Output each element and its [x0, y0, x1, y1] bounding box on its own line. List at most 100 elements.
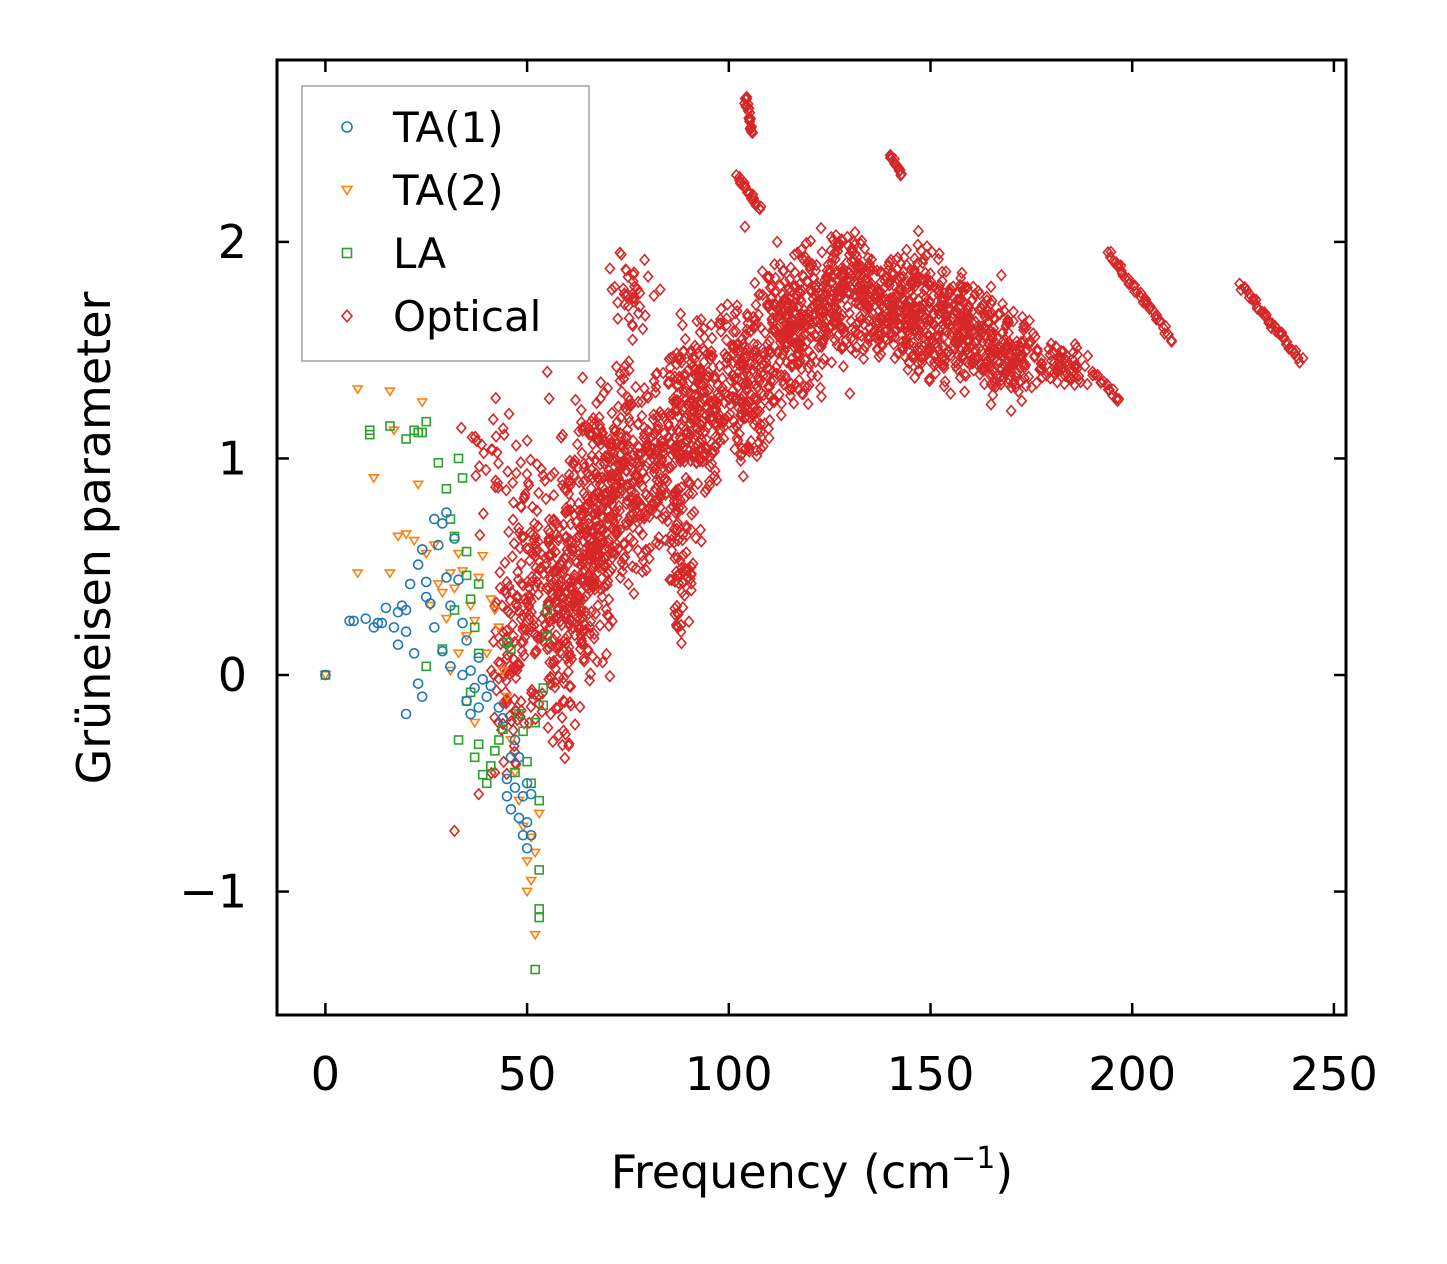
data-point: [649, 385, 662, 399]
data-point: [622, 443, 634, 457]
data-point: [585, 415, 597, 428]
data-point: [501, 773, 513, 785]
data-point: [915, 273, 927, 287]
data-point: [933, 247, 945, 260]
data-point: [923, 300, 935, 314]
data-point: [944, 282, 956, 296]
data-point: [584, 540, 596, 554]
data-point: [507, 513, 519, 527]
data-point: [548, 654, 560, 668]
data-point: [501, 767, 513, 781]
data-point: [680, 546, 692, 559]
data-point: [445, 661, 456, 672]
data-point: [909, 300, 921, 314]
data-point: [606, 406, 618, 420]
data-point: [906, 311, 918, 325]
data-point: [576, 634, 588, 648]
data-point: [1010, 371, 1022, 385]
data-point: [739, 377, 751, 391]
data-point: [738, 404, 750, 418]
data-point: [1004, 338, 1016, 351]
data-point: [849, 247, 861, 261]
data-point: [503, 580, 515, 593]
data-point: [545, 469, 557, 483]
data-point: [574, 700, 586, 714]
data-point: [636, 528, 648, 541]
data-point: [588, 559, 600, 573]
data-point: [588, 576, 600, 590]
data-point: [634, 300, 646, 314]
data-point: [529, 687, 541, 701]
data-point: [679, 332, 691, 346]
data-point: [878, 316, 890, 330]
data-point: [833, 311, 846, 325]
data-point: [562, 649, 574, 663]
data-point: [800, 318, 812, 332]
data-point: [700, 409, 712, 423]
data-point: [954, 371, 966, 385]
data-point: [839, 282, 851, 296]
data-point: [469, 622, 480, 633]
data-point: [719, 396, 731, 410]
data-point: [858, 317, 870, 331]
data-point: [805, 301, 818, 315]
data-point: [841, 230, 853, 244]
x-axis-label-tail: ): [995, 1145, 1013, 1199]
data-point: [670, 618, 682, 632]
data-point: [995, 370, 1007, 383]
data-point: [469, 682, 480, 694]
data-point: [849, 287, 861, 301]
data-point: [736, 332, 749, 346]
data-point: [631, 457, 643, 471]
data-point: [830, 228, 842, 242]
data-point: [453, 735, 464, 745]
data-point: [519, 592, 531, 605]
data-point: [762, 272, 774, 285]
data-point: [742, 376, 754, 389]
data-point: [606, 283, 618, 296]
data-point: [563, 737, 575, 750]
data-point: [918, 252, 930, 266]
data-point: [1140, 292, 1152, 306]
data-point: [846, 323, 858, 336]
data-point: [872, 294, 884, 308]
data-point: [604, 564, 616, 578]
data-point: [589, 453, 601, 467]
data-point: [587, 650, 599, 663]
data-point: [660, 510, 672, 523]
data-point: [940, 265, 952, 279]
data-point: [448, 824, 461, 838]
data-point: [922, 341, 934, 355]
data-point: [883, 317, 895, 331]
data-point: [578, 486, 590, 500]
data-point: [549, 545, 562, 559]
data-point: [437, 645, 448, 657]
data-point: [614, 459, 626, 472]
data-point: [412, 678, 424, 689]
data-point: [489, 480, 502, 494]
data-point: [448, 584, 461, 594]
y-tick-label: 1: [218, 431, 247, 485]
data-point: [903, 279, 915, 293]
data-point: [827, 233, 839, 247]
data-point: [554, 614, 566, 628]
data-point: [516, 530, 528, 544]
data-point: [493, 702, 505, 713]
data-point: [614, 246, 626, 260]
data-point: [652, 496, 664, 509]
data-point: [766, 394, 779, 408]
data-point: [518, 726, 528, 737]
data-point: [720, 318, 733, 332]
data-point: [731, 420, 743, 434]
data-point: [830, 300, 842, 314]
data-point: [617, 282, 629, 296]
data-point: [891, 314, 903, 328]
data-point: [913, 363, 925, 377]
data-point: [785, 377, 797, 391]
data-point: [506, 550, 518, 563]
data-point: [882, 258, 895, 272]
data-point: [608, 540, 620, 554]
data-point: [1031, 344, 1043, 358]
data-point: [666, 543, 678, 557]
